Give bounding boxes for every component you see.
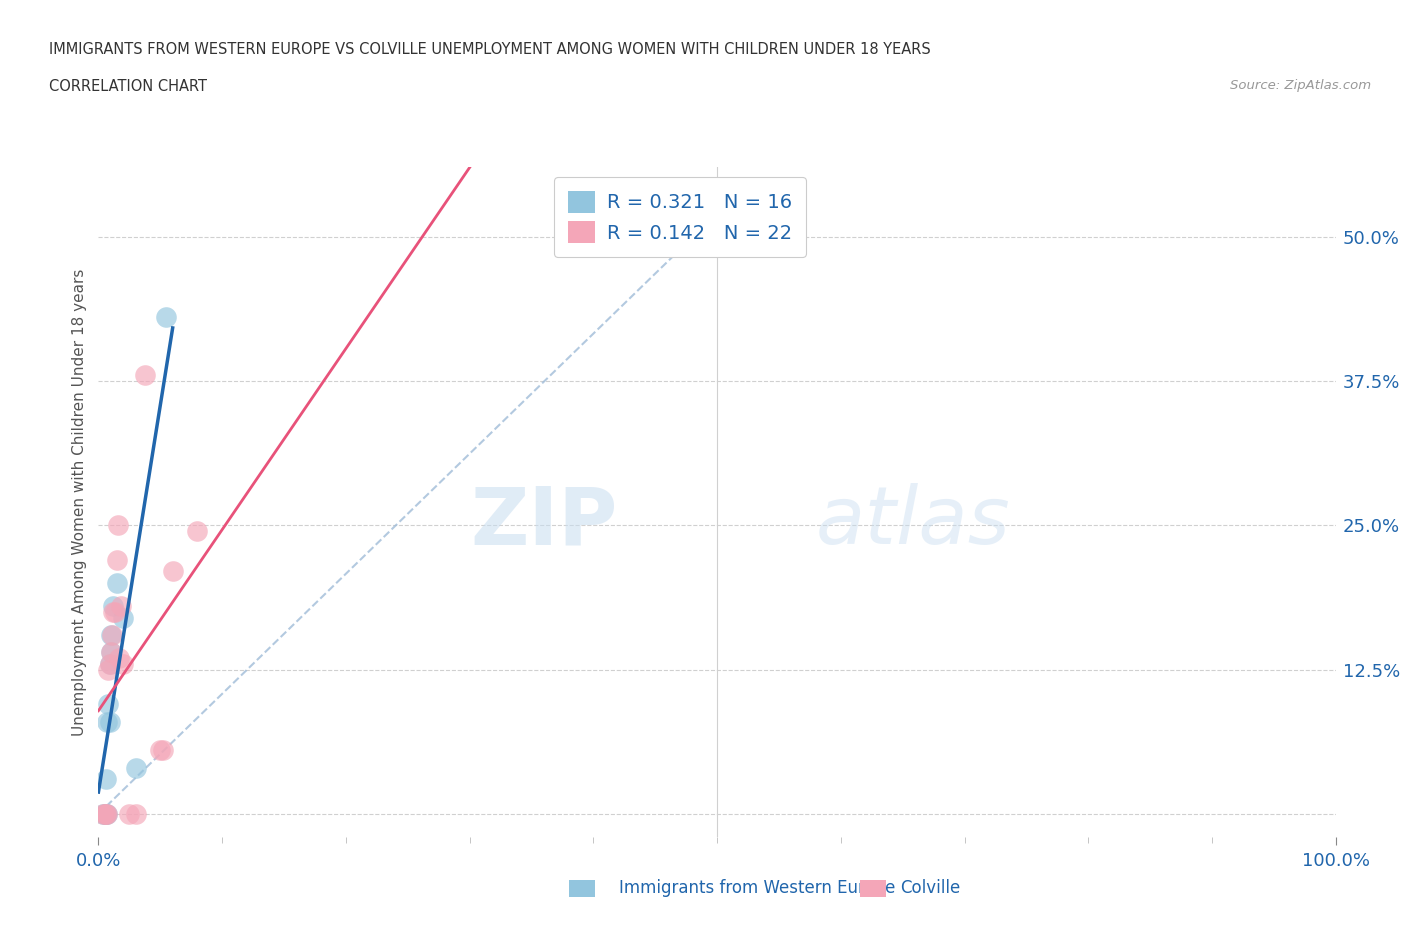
- Text: CORRELATION CHART: CORRELATION CHART: [49, 79, 207, 94]
- Point: [108, 651, 131, 666]
- Point: [93, 806, 115, 821]
- Point: [103, 604, 125, 619]
- Point: [93, 806, 115, 821]
- Point: [105, 576, 128, 591]
- Point: [112, 610, 135, 625]
- Point: [98, 657, 121, 671]
- Text: atlas: atlas: [815, 484, 1011, 562]
- Point: [124, 761, 146, 776]
- Point: [110, 599, 132, 614]
- Point: [100, 644, 122, 659]
- Point: [98, 657, 121, 671]
- Point: [112, 657, 135, 671]
- Point: [101, 628, 124, 643]
- Point: [103, 604, 125, 619]
- Point: [93, 806, 115, 821]
- Point: [96, 806, 118, 821]
- Text: ZIP: ZIP: [471, 484, 619, 562]
- Point: [93, 806, 115, 821]
- Legend: R = 0.321   N = 16, R = 0.142   N = 22: R = 0.321 N = 16, R = 0.142 N = 22: [554, 177, 806, 257]
- Text: IMMIGRANTS FROM WESTERN EUROPE VS COLVILLE UNEMPLOYMENT AMONG WOMEN WITH CHILDRE: IMMIGRANTS FROM WESTERN EUROPE VS COLVIL…: [49, 42, 931, 57]
- Text: Colville: Colville: [900, 879, 960, 897]
- Point: [96, 806, 118, 821]
- Text: Source: ZipAtlas.com: Source: ZipAtlas.com: [1230, 79, 1371, 92]
- Point: [105, 552, 128, 567]
- Point: [152, 743, 174, 758]
- Point: [100, 644, 122, 659]
- Point: [94, 806, 117, 821]
- Point: [94, 772, 117, 787]
- Point: [94, 806, 117, 821]
- Point: [103, 599, 125, 614]
- Point: [134, 367, 156, 382]
- Point: [149, 743, 172, 758]
- Point: [98, 714, 121, 729]
- Point: [100, 628, 122, 643]
- Point: [186, 524, 208, 538]
- Point: [162, 564, 184, 578]
- Y-axis label: Unemployment Among Women with Children Under 18 years: Unemployment Among Women with Children U…: [72, 269, 87, 736]
- Point: [96, 714, 118, 729]
- Point: [124, 806, 146, 821]
- Point: [118, 806, 141, 821]
- Text: Immigrants from Western Europe: Immigrants from Western Europe: [619, 879, 896, 897]
- Point: [97, 697, 120, 711]
- Point: [155, 310, 177, 325]
- Point: [97, 662, 120, 677]
- Point: [107, 518, 129, 533]
